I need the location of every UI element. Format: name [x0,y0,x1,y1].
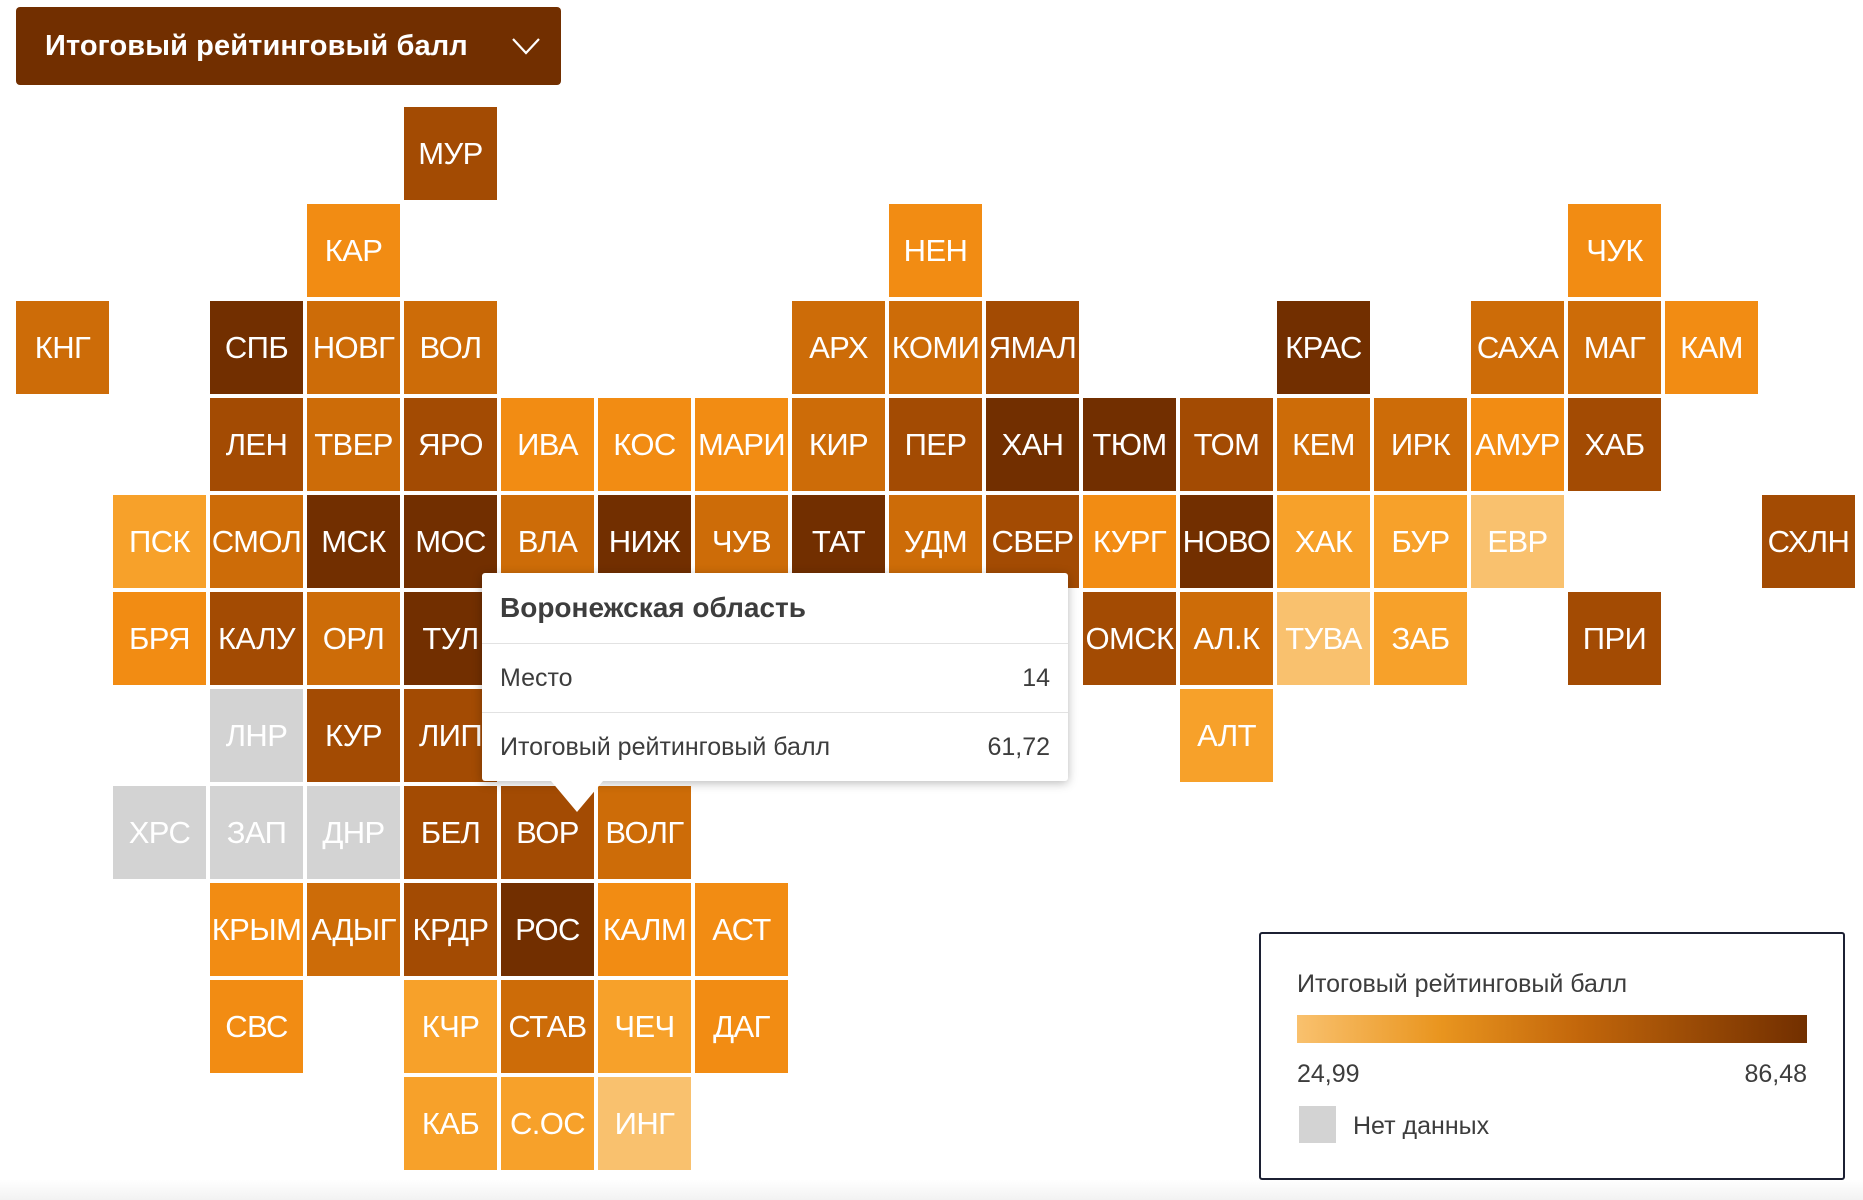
region-tile[interactable]: ИРК [1374,398,1467,491]
region-tile[interactable]: ХАБ [1568,398,1661,491]
region-tile[interactable]: БУР [1374,495,1467,588]
region-tile[interactable]: СМОЛ [210,495,303,588]
region-tile[interactable]: АДЫГ [307,883,400,976]
region-tile[interactable]: КРАС [1277,301,1370,394]
region-tile[interactable]: МАГ [1568,301,1661,394]
legend-nodata-swatch [1299,1106,1336,1143]
tooltip-rank-value: 14 [1022,663,1050,692]
region-tile[interactable]: КАЛУ [210,592,303,685]
region-tile[interactable]: КРЫМ [210,883,303,976]
region-tile[interactable]: КУРГ [1083,495,1176,588]
region-tile[interactable]: НОВГ [307,301,400,394]
legend-max-value: 86,48 [1744,1060,1807,1088]
region-tile[interactable]: ИВА [501,398,594,491]
region-tile[interactable]: ЧУВ [695,495,788,588]
region-tile[interactable]: АМУР [1471,398,1564,491]
region-tile[interactable]: ТОМ [1180,398,1273,491]
region-tile[interactable]: ТУЛ [404,592,497,685]
region-tile[interactable]: ДАГ [695,980,788,1073]
region-tile[interactable]: ВОЛ [404,301,497,394]
region-tile[interactable]: ВЛА [501,495,594,588]
region-tile[interactable]: САХА [1471,301,1564,394]
region-tile[interactable]: МОС [404,495,497,588]
region-tile[interactable]: КОС [598,398,691,491]
region-tile[interactable]: ТВЕР [307,398,400,491]
tooltip-row-rank: Место 14 [482,644,1068,712]
region-tile[interactable]: КАБ [404,1077,497,1170]
region-tile[interactable]: УДМ [889,495,982,588]
region-tile[interactable]: НИЖ [598,495,691,588]
tooltip-score-label: Итоговый рейтинговый балл [500,732,831,761]
region-tile[interactable]: ХАК [1277,495,1370,588]
region-tile[interactable]: ЗАБ [1374,592,1467,685]
region-tile[interactable]: ЗАП [210,786,303,879]
region-tile[interactable]: ЛИП [404,689,497,782]
legend-nodata-label: Нет данных [1353,1112,1490,1140]
region-tile[interactable]: ДНР [307,786,400,879]
region-tile[interactable]: РОС [501,883,594,976]
region-tile[interactable]: ХАН [986,398,1079,491]
tooltip-rank-label: Место [500,663,573,692]
region-tile[interactable]: ЛНР [210,689,303,782]
region-tile[interactable]: КРДР [404,883,497,976]
region-tile[interactable]: КУР [307,689,400,782]
region-tile[interactable]: ЧУК [1568,204,1661,297]
region-tile[interactable]: КИР [792,398,885,491]
region-tile[interactable]: ОРЛ [307,592,400,685]
region-tile[interactable]: НОВО [1180,495,1273,588]
region-tile[interactable]: КАЛМ [598,883,691,976]
region-tile[interactable]: ВОР [501,786,594,879]
tooltip-row-score: Итоговый рейтинговый балл 61,72 [482,712,1068,781]
region-tile[interactable]: ЛЕН [210,398,303,491]
region-tile[interactable]: МАРИ [695,398,788,491]
region-tile[interactable]: ПСК [113,495,206,588]
region-tile[interactable]: АЛТ [1180,689,1273,782]
chevron-down-icon [512,38,540,55]
region-tile[interactable]: СХЛН [1762,495,1855,588]
region-tile[interactable]: СТАВ [501,980,594,1073]
region-tile[interactable]: КОМИ [889,301,982,394]
region-tile[interactable]: ЯМАЛ [986,301,1079,394]
region-tile[interactable]: ОМСК [1083,592,1176,685]
region-tile[interactable]: СВЕР [986,495,1079,588]
tooltip-score-value: 61,72 [987,732,1050,761]
region-tile[interactable]: НЕН [889,204,982,297]
region-tile[interactable]: АЛ.К [1180,592,1273,685]
region-tile[interactable]: ТЮМ [1083,398,1176,491]
region-tile[interactable]: ВОЛГ [598,786,691,879]
footer-shade [0,1180,1863,1200]
region-tile[interactable]: БРЯ [113,592,206,685]
region-tile[interactable]: СВС [210,980,303,1073]
region-tile[interactable]: КЕМ [1277,398,1370,491]
region-tile[interactable]: С.ОС [501,1077,594,1170]
region-tile[interactable]: ПЕР [889,398,982,491]
legend-title: Итоговый рейтинговый балл [1297,970,1628,998]
region-tile[interactable]: КАМ [1665,301,1758,394]
region-tile[interactable]: КНГ [16,301,109,394]
region-tile[interactable]: КЧР [404,980,497,1073]
region-tile[interactable]: БЕЛ [404,786,497,879]
legend-color-scale [1297,1015,1807,1043]
indicator-dropdown-label: Итоговый рейтинговый балл [45,29,468,62]
region-tile[interactable]: АСТ [695,883,788,976]
region-tile[interactable]: ТУВА [1277,592,1370,685]
legend-min-value: 24,99 [1297,1060,1360,1088]
region-tile[interactable]: СПБ [210,301,303,394]
region-tile[interactable]: ТАТ [792,495,885,588]
region-tile[interactable]: ЯРО [404,398,497,491]
region-tile[interactable]: АРХ [792,301,885,394]
region-tile[interactable]: ХРС [113,786,206,879]
indicator-dropdown[interactable]: Итоговый рейтинговый балл [16,7,561,85]
region-tile[interactable]: ЧЕЧ [598,980,691,1073]
region-tile[interactable]: КАР [307,204,400,297]
region-tile[interactable]: ПРИ [1568,592,1661,685]
region-tile[interactable]: ИНГ [598,1077,691,1170]
region-tooltip: Воронежская область Место 14 Итоговый ре… [482,573,1068,812]
region-tile[interactable]: ЕВР [1471,495,1564,588]
map-legend: Итоговый рейтинговый балл 24,99 86,48 Не… [1259,932,1845,1180]
region-tile[interactable]: МСК [307,495,400,588]
region-tile[interactable]: МУР [404,107,497,200]
tooltip-title: Воронежская область [482,573,1068,644]
